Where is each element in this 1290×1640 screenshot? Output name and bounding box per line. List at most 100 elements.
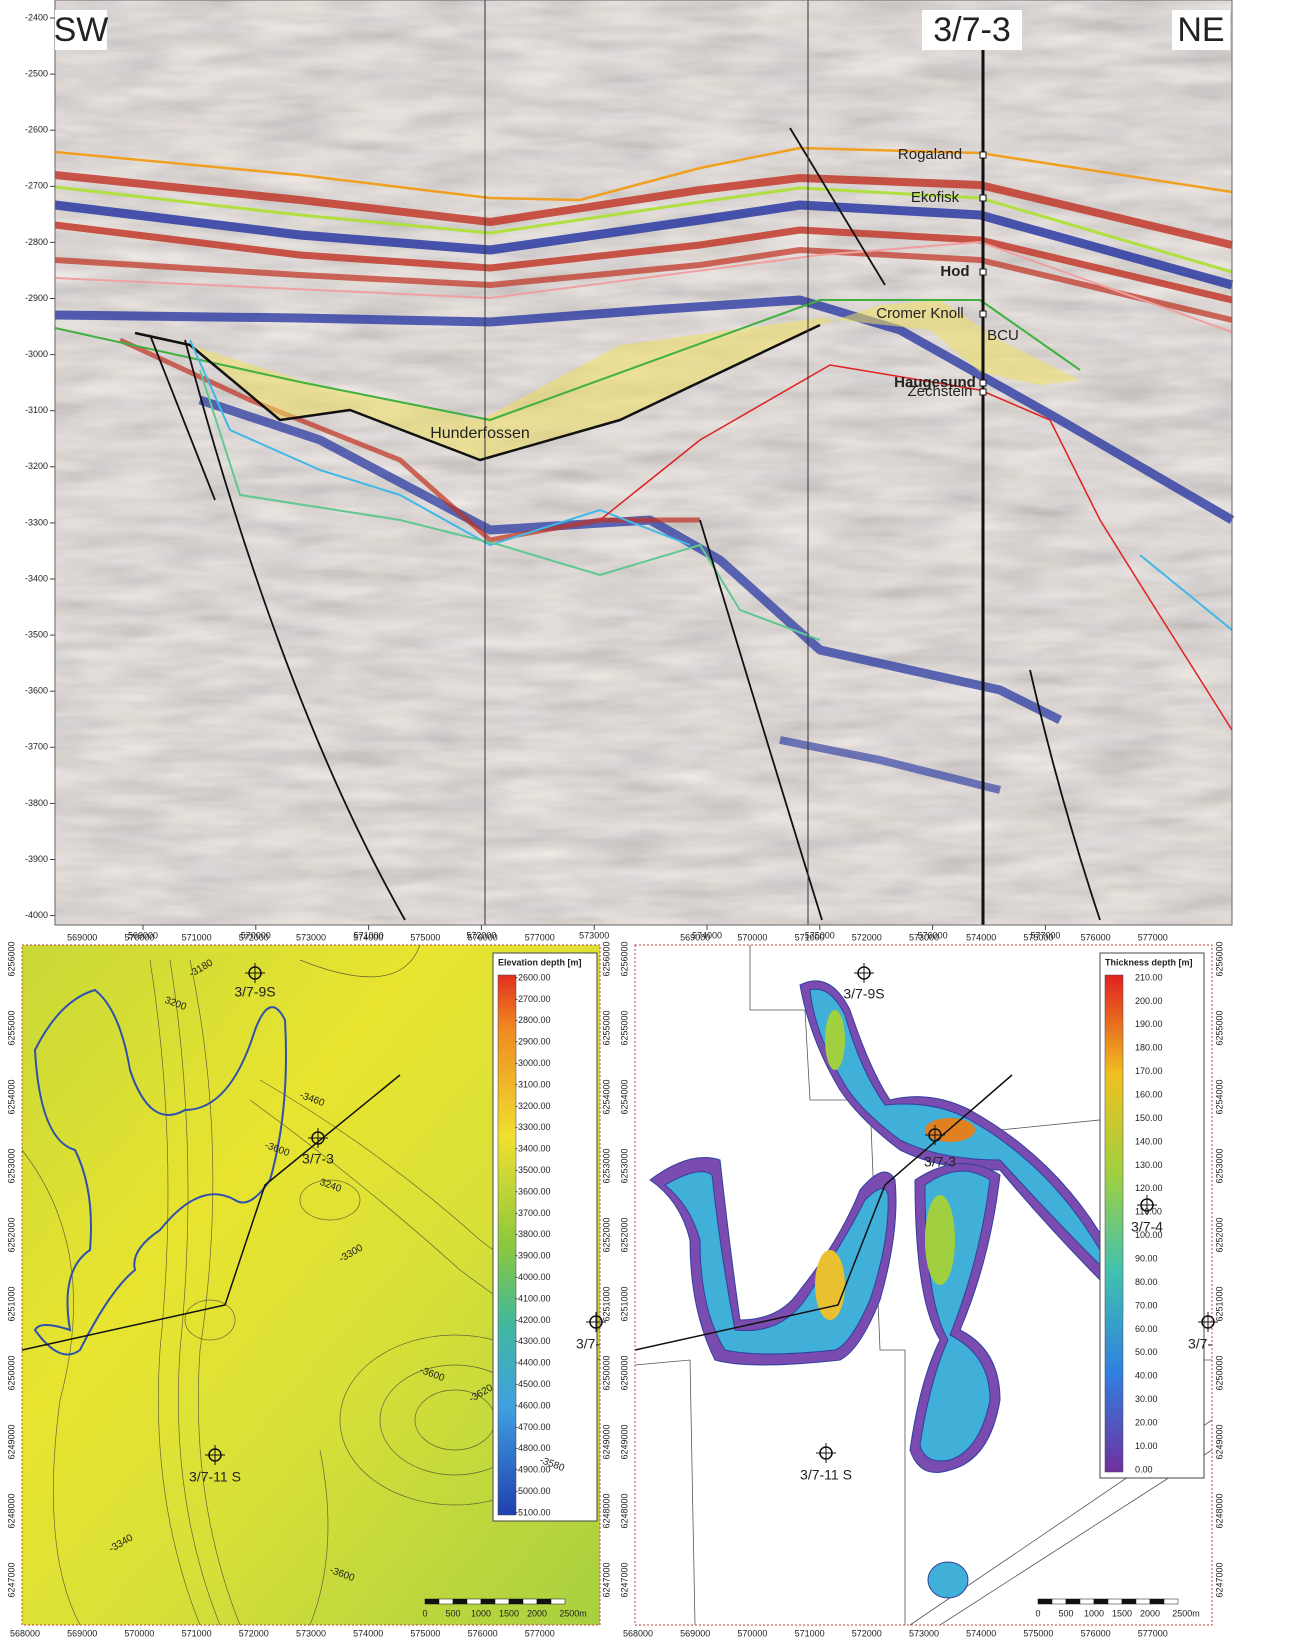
x-tick-label: 574000 — [966, 932, 996, 942]
direction-label: NE — [1177, 11, 1224, 49]
x-tick-label: 572000 — [239, 932, 269, 942]
horizon-label: Hod — [940, 263, 969, 280]
y-tick-label: 6249000 — [619, 1424, 629, 1459]
x-tick-label: 576000 — [1081, 1628, 1111, 1638]
legend-value: -3800.00 — [515, 1229, 551, 1239]
legend-value: 200.00 — [1135, 996, 1163, 1006]
section-line — [634, 1074, 1013, 1351]
depth-tick-label: -2600 — [25, 125, 48, 135]
seismic-tint — [55, 0, 1232, 925]
depth-tick-label: -3700 — [25, 742, 48, 752]
contour — [309, 1449, 329, 1626]
legend-value: 60.00 — [1135, 1324, 1158, 1334]
label-box — [922, 10, 1022, 50]
section-line — [21, 1074, 401, 1351]
legend-value: -4700.00 — [515, 1422, 551, 1432]
depth-tick-label: -2900 — [25, 293, 48, 303]
y-tick-label: 6253000 — [619, 1148, 629, 1183]
x-tick-label: 569000 — [67, 1628, 97, 1638]
direction-label: SW — [54, 11, 109, 49]
depth-tick-label: -3200 — [25, 461, 48, 471]
legend-value: 110.00 — [1135, 1207, 1162, 1217]
thick-zone — [815, 1250, 845, 1320]
well-label: 3/7-9S — [843, 986, 884, 1002]
legend-value: 20.00 — [1135, 1418, 1158, 1428]
x-tick-label: 573000 — [909, 1628, 939, 1638]
scale-bar — [438, 1598, 454, 1605]
scale-label: 2500m — [1172, 1608, 1200, 1618]
legend-value: -4200.00 — [515, 1315, 551, 1325]
x-tick-label: 575000 — [410, 1628, 440, 1638]
cyan-horizon — [189, 339, 691, 546]
depth-tick-label: -3100 — [25, 405, 48, 415]
y-tick-label: 6255000 — [6, 1010, 16, 1045]
y-tick-label: 6250000 — [619, 1355, 629, 1390]
legend-value: -3300.00 — [515, 1122, 551, 1132]
scale-bar — [1149, 1598, 1165, 1605]
scale-bar — [1121, 1598, 1137, 1605]
y-tick-label: 6247000 — [6, 1562, 16, 1597]
scale-bar — [424, 1598, 440, 1605]
well-label: 3/7-4 — [1131, 1219, 1163, 1235]
y-tick-label: 6256000 — [619, 941, 629, 976]
depth-tick-label: -2800 — [25, 237, 48, 247]
y-tick-label: 6248000 — [6, 1493, 16, 1528]
x-tick-label: 573000 — [909, 932, 939, 942]
legend-value: -3400.00 — [515, 1144, 551, 1154]
x-tick-label: 571000 — [354, 930, 384, 940]
section-frame — [54, 0, 1233, 926]
y-tick-label: 6252000 — [601, 1217, 611, 1252]
scale-label: 2000 — [1140, 1608, 1160, 1618]
contour — [184, 1299, 236, 1341]
y-tick-label: 6248000 — [1214, 1493, 1224, 1528]
well-label: 3/7-3 — [933, 11, 1011, 49]
y-tick-label: 6253000 — [601, 1148, 611, 1183]
legend-value: -3600.00 — [515, 1186, 551, 1196]
x-tick-label: 574000 — [353, 932, 383, 942]
x-tick-label: 570000 — [737, 932, 767, 942]
y-tick-label: 6252000 — [6, 1217, 16, 1252]
x-tick-label: 574000 — [692, 930, 722, 940]
y-tick-label: 6255000 — [619, 1010, 629, 1045]
x-tick-label: 572000 — [852, 1628, 882, 1638]
legend-value: 160.00 — [1135, 1090, 1163, 1100]
fault — [149, 334, 216, 501]
well-label: 3/7-3 — [924, 1154, 956, 1170]
legend-value: -4900.00 — [515, 1465, 551, 1475]
scale-bar — [1107, 1598, 1123, 1605]
legend-value: 120.00 — [1135, 1183, 1163, 1193]
label-box — [1172, 10, 1230, 50]
legend-value: -4400.00 — [515, 1358, 551, 1368]
reflector — [118, 337, 700, 543]
contour — [21, 1149, 81, 1626]
x-tick-label: 575000 — [1023, 1628, 1053, 1638]
y-tick-label: 6247000 — [1214, 1562, 1224, 1597]
scale-label: 1500 — [1112, 1608, 1132, 1618]
horizon-label: Zechstein — [907, 383, 972, 400]
y-tick-label: 6248000 — [601, 1493, 611, 1528]
legend-value: -3700.00 — [515, 1208, 551, 1218]
bcu-horizon — [134, 323, 821, 462]
seismic-section: SW NE 3/7-3 Hunderfossen — [54, 0, 1235, 926]
body — [927, 1561, 969, 1599]
y-tick-label: 6255000 — [601, 1010, 611, 1045]
x-tick-label: 577000 — [525, 932, 555, 942]
reflector — [54, 171, 1233, 249]
x-tick-label: 573000 — [579, 930, 609, 940]
x-tick-label: 576000 — [1081, 932, 1111, 942]
legend-value: -4500.00 — [515, 1379, 551, 1389]
x-tick-label: 569000 — [680, 1628, 710, 1638]
legend-value: 80.00 — [1135, 1277, 1158, 1287]
well-marker — [979, 310, 987, 318]
legend-value: 10.00 — [1135, 1441, 1158, 1451]
x-tick-label: 576000 — [468, 932, 498, 942]
y-tick-label: 6249000 — [1214, 1424, 1224, 1459]
depth-tick-label: -3800 — [25, 798, 48, 808]
well-label: 3/7-11 S — [189, 1469, 241, 1485]
well-marker — [979, 151, 987, 159]
y-tick-label: 6247000 — [619, 1562, 629, 1597]
cyan-horizon — [1139, 554, 1233, 631]
legend-value: 30.00 — [1135, 1394, 1158, 1404]
scale-bar — [1051, 1598, 1067, 1605]
scale-label: 500 — [445, 1608, 460, 1618]
